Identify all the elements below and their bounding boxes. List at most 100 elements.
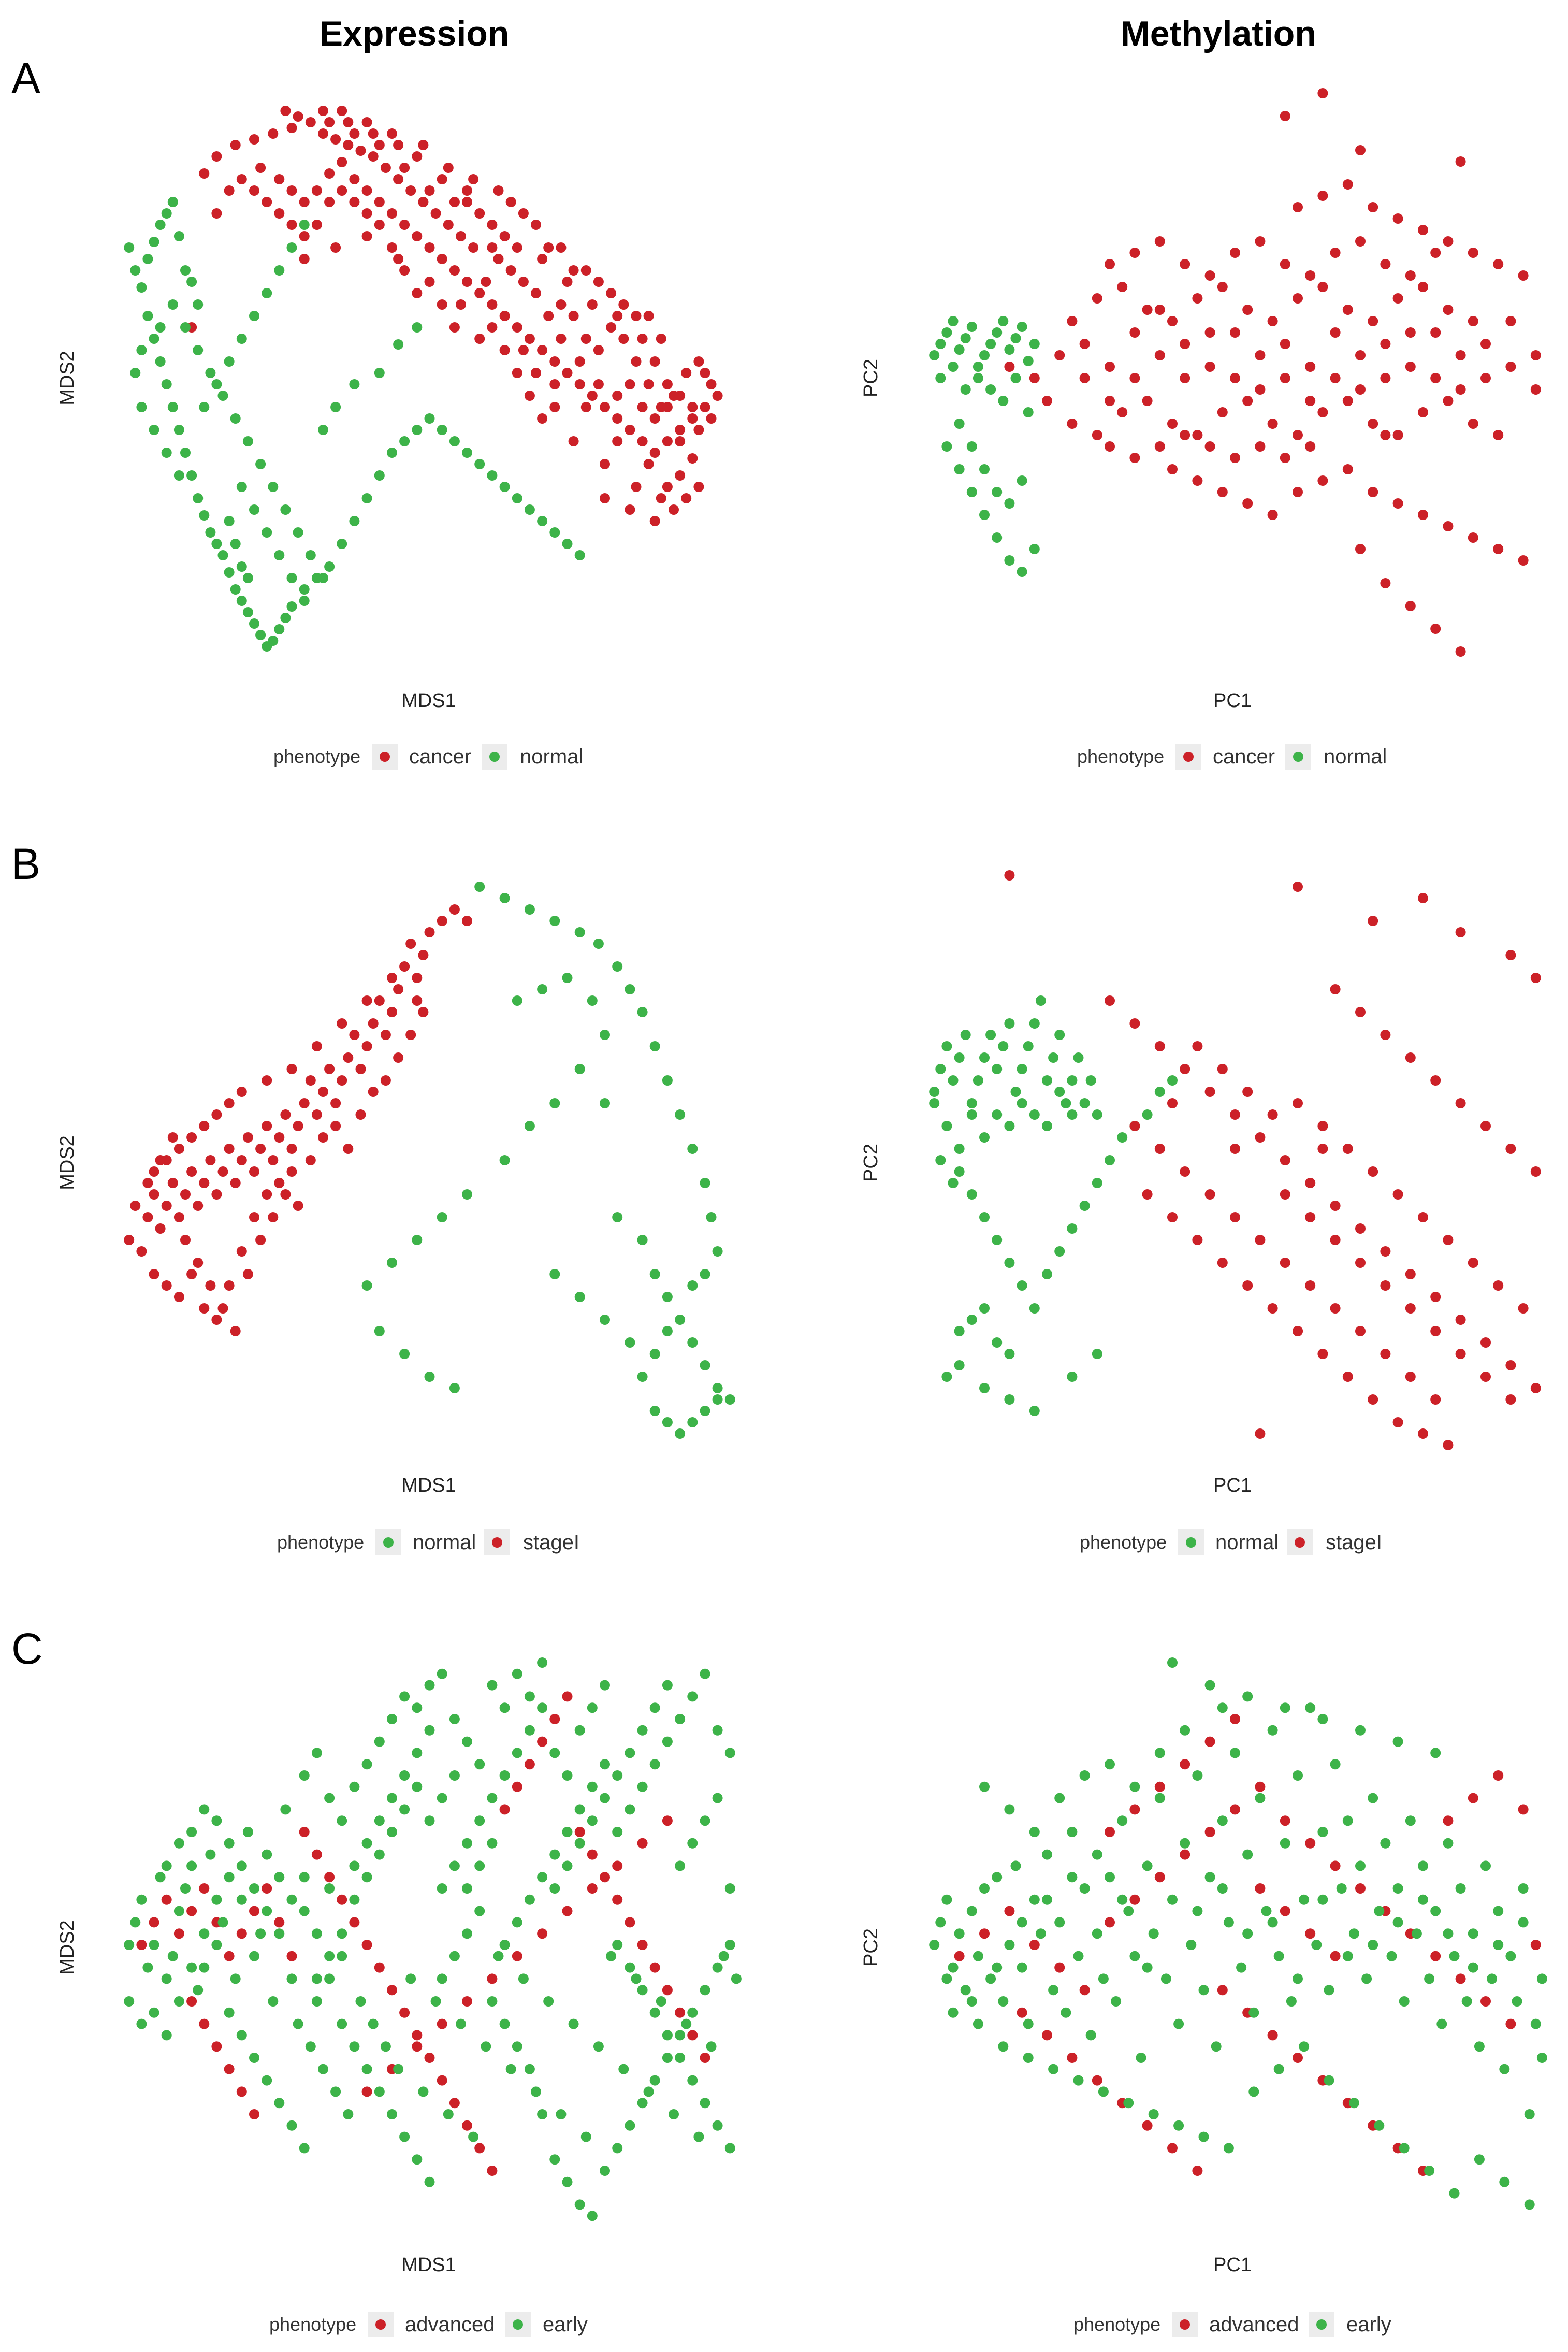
data-point-stageI <box>1305 1212 1316 1222</box>
data-point-cancer <box>612 436 623 446</box>
data-point-early <box>724 1883 735 1894</box>
data-point-early <box>693 2131 704 2142</box>
data-point-early <box>562 1770 573 1781</box>
data-point-early <box>1474 2154 1485 2165</box>
data-point-cancer <box>449 197 460 207</box>
data-point-early <box>387 1793 397 1803</box>
data-point-early <box>1505 1951 1516 1961</box>
data-point-advanced <box>262 1883 272 1894</box>
data-point-stageI <box>199 1178 210 1188</box>
legend-dot <box>1180 2319 1190 2330</box>
data-point-stageI <box>149 1269 159 1279</box>
data-point-early <box>1105 1759 1115 1770</box>
data-point-stageI <box>230 1326 241 1336</box>
data-point-early <box>662 2053 673 2063</box>
data-point-stageI <box>337 1018 347 1029</box>
data-point-cancer <box>643 311 654 321</box>
data-point-cancer <box>580 334 591 344</box>
scatter-panel-c-expression: MDS1 MDS2 <box>56 1657 742 2276</box>
data-point-stageI <box>205 1280 216 1291</box>
data-point-early <box>574 1838 585 1849</box>
data-point-normal <box>1142 1109 1153 1120</box>
data-point-early <box>612 1827 623 1837</box>
data-point-early <box>236 2030 247 2041</box>
data-point-cancer <box>612 413 623 424</box>
data-point-cancer <box>1180 339 1190 349</box>
data-point-early <box>211 1894 222 1905</box>
data-point-stageI <box>1505 1360 1516 1370</box>
data-point-cancer <box>681 368 692 378</box>
data-point-normal <box>487 470 498 481</box>
data-point-cancer <box>1468 316 1478 326</box>
data-point-cancer <box>1455 350 1466 360</box>
data-point-early <box>549 1748 560 1758</box>
data-point-cancer <box>387 208 397 219</box>
data-point-cancer <box>443 163 454 173</box>
data-point-early <box>606 1951 617 1961</box>
data-point-stageI <box>193 1258 204 1268</box>
data-point-normal <box>337 539 347 549</box>
data-point-early <box>700 1985 710 1996</box>
data-point-early <box>1223 2143 1234 2154</box>
data-point-normal <box>462 1189 472 1200</box>
data-point-normal <box>562 973 573 983</box>
data-point-normal <box>1029 1303 1040 1314</box>
data-point-early <box>1173 2018 1184 2029</box>
data-point-cancer <box>337 106 347 116</box>
panel-letter-a: A <box>11 54 40 103</box>
data-point-cancer <box>1154 350 1165 360</box>
data-point-cancer <box>1092 293 1102 304</box>
data-point-cancer <box>1242 498 1253 509</box>
data-point-early <box>1330 1759 1341 1770</box>
data-point-normal <box>1079 1098 1090 1108</box>
data-point-early <box>1411 1928 1422 1939</box>
data-point-stageI <box>1392 1189 1403 1200</box>
data-point-stageI <box>293 1201 303 1211</box>
data-point-early <box>1023 2053 1034 2063</box>
data-point-normal <box>966 1189 977 1200</box>
data-point-early <box>549 2154 560 2165</box>
data-point-early <box>1129 1951 1140 1961</box>
data-point-cancer <box>687 402 698 412</box>
data-point-advanced <box>649 1962 660 1973</box>
data-point-cancer <box>637 334 648 344</box>
data-point-early <box>681 2018 692 2029</box>
data-point-early <box>587 1815 598 1826</box>
data-point-normal <box>449 1383 460 1393</box>
data-point-early <box>1255 1793 1266 1803</box>
data-point-stageI <box>1518 1303 1529 1314</box>
data-point-cancer <box>1368 316 1378 326</box>
data-point-cancer <box>462 197 472 207</box>
data-point-stageI <box>361 1041 372 1051</box>
data-point-early <box>1374 1906 1385 1916</box>
data-point-cancer <box>612 391 623 401</box>
data-point-stageI <box>236 1246 247 1257</box>
data-point-early <box>499 1940 510 1950</box>
data-point-cancer <box>361 185 372 196</box>
data-point-normal <box>280 504 291 515</box>
data-point-early <box>1336 1883 1347 1894</box>
x-axis-label: PC1 <box>1213 690 1252 712</box>
data-point-stageI <box>1180 1064 1190 1074</box>
data-point-normal <box>1004 1349 1015 1359</box>
data-point-stageI <box>286 1166 297 1177</box>
data-point-advanced <box>199 2018 210 2029</box>
data-point-advanced <box>1092 2075 1102 2086</box>
data-point-stageI <box>374 995 385 1006</box>
data-point-stageI <box>180 1235 191 1245</box>
data-point-normal <box>173 470 184 481</box>
data-point-advanced <box>286 1951 297 1961</box>
data-point-early <box>337 1815 347 1826</box>
data-point-cancer <box>1142 305 1153 315</box>
data-point-cancer <box>1455 156 1466 167</box>
data-point-cancer <box>456 299 466 310</box>
data-point-cancer <box>1267 510 1278 520</box>
data-point-advanced <box>1430 1951 1441 1961</box>
data-point-cancer <box>355 146 366 156</box>
data-point-normal <box>161 448 172 458</box>
data-point-normal <box>268 482 279 492</box>
data-point-stageI <box>211 1109 222 1120</box>
data-point-cancer <box>1280 453 1290 463</box>
data-point-normal <box>1017 1280 1027 1291</box>
data-point-early <box>512 1748 522 1758</box>
